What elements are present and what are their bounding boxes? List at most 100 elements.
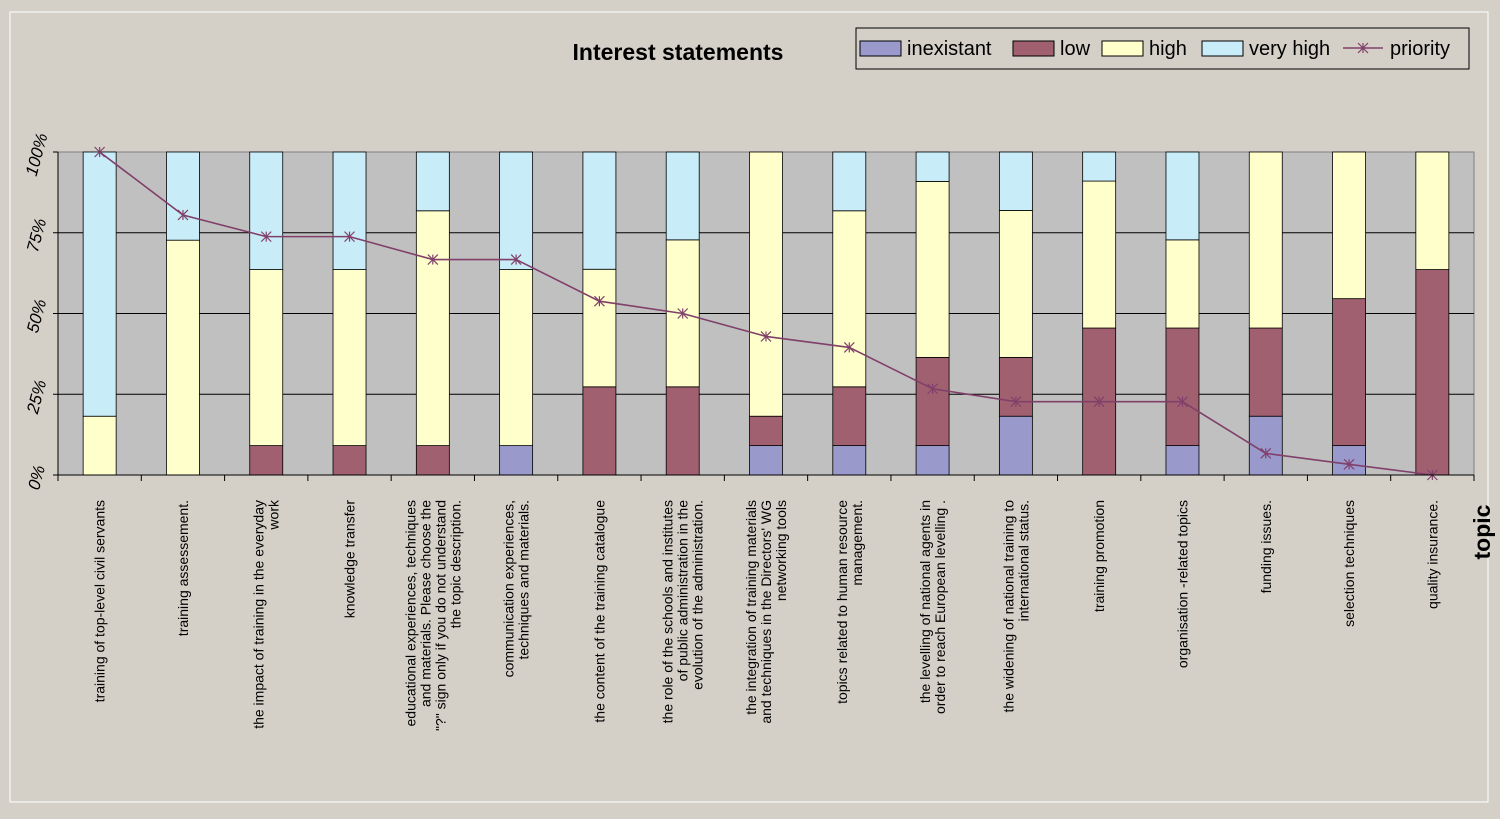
priority-marker [260, 231, 272, 243]
x-tick-label-group: training of top-level civil servants [92, 500, 108, 702]
bars [82, 151, 1450, 476]
bar-high [832, 210, 867, 388]
x-tick-label-group: training assessement. [175, 500, 191, 636]
priority-marker [1010, 396, 1022, 408]
x-tick-label: the impact of training in the everyday [251, 500, 267, 729]
bar-very-high [499, 151, 534, 270]
bar-high [1165, 239, 1200, 329]
bar-inexistant [1165, 445, 1200, 476]
bar-low [1165, 327, 1200, 447]
legend: inexistant low high very high priority [855, 27, 1470, 70]
bar-low [998, 357, 1033, 417]
chart-title: Interest statements [573, 39, 784, 65]
x-tick-label-group: the content of the training catalogue [591, 500, 607, 723]
x-tick-label: selection techniques [1341, 500, 1357, 627]
bar-high [998, 210, 1033, 358]
bar-very-high [1165, 151, 1200, 241]
bar-low [665, 386, 700, 476]
x-tick-label: techniques and materials. [516, 500, 532, 660]
bar-very-high [166, 151, 200, 241]
x-tick-label: the widening of national training to [1000, 500, 1016, 713]
axes: 0%25%50%75%100%training of top-level civ… [22, 131, 1475, 731]
priority-line [94, 146, 1438, 481]
bar-high [249, 269, 284, 447]
x-tick-label-group: knowledge transfer [342, 500, 358, 619]
x-tick-label: funding issues. [1258, 500, 1274, 593]
x-tick-label-group: training promotion [1091, 500, 1107, 612]
bar-very-high [915, 151, 950, 182]
x-tick-label: work [266, 499, 282, 531]
priority-marker [1343, 458, 1355, 470]
bar-high [82, 415, 117, 476]
x-tick-label: and techniques in the Directors' WG [758, 500, 774, 724]
bar-very-high [832, 151, 867, 212]
x-tick-label-group: the levelling of national agents in order… [917, 500, 948, 714]
bar-inexistant [832, 445, 867, 476]
bar-inexistant [998, 415, 1033, 476]
x-tick-label-group: selection techniques [1341, 500, 1357, 627]
bar-high [499, 269, 534, 447]
bar-high [332, 269, 367, 447]
bar-low [832, 386, 867, 447]
priority-marker [927, 383, 939, 395]
x-tick-label: evolution of the administration. [690, 500, 706, 690]
bar-high [582, 268, 617, 388]
bar-very-high [665, 151, 700, 241]
x-tick-label: quality insurance. [1424, 500, 1440, 609]
priority-marker [344, 231, 355, 243]
x-tick-label-group: the role of the schools and institutes of… [660, 500, 706, 724]
x-tick-label-group: educational experiences, techniques and m… [402, 500, 463, 731]
x-tick-label: educational experiences, techniques [402, 500, 418, 727]
legend-label: priority [1390, 38, 1450, 60]
legend-swatch [1012, 40, 1055, 57]
bar-very-high [415, 151, 450, 212]
bar-very-high [82, 151, 117, 417]
x-tick-label: of public administration in the [675, 500, 691, 682]
x-tick-label: order to reach European levelling . [932, 500, 948, 714]
x-tick-label: topics related to human resource [834, 500, 850, 704]
bar-high [915, 180, 950, 358]
x-tick-label: the topic description. [447, 500, 463, 628]
x-tick-label: networking tools [773, 500, 789, 601]
priority-marker [510, 254, 522, 265]
legend-label: very high [1249, 38, 1330, 60]
bar-high [166, 239, 200, 476]
x-tick-label: the content of the training catalogue [591, 500, 607, 723]
x-tick-label: management. [849, 500, 865, 586]
x-tick-label: international status. [1015, 500, 1031, 621]
bar-inexistant [1248, 415, 1283, 476]
x-tick-label: training of top-level civil servants [92, 500, 108, 702]
x-tick-label-group: quality insurance. [1424, 500, 1440, 609]
bar-high [1415, 151, 1450, 270]
x-tick-label-group: the integration of training materials and… [743, 500, 789, 724]
x-tick-label-group: communication experiences, techniques and… [501, 500, 532, 677]
x-tick-label-group: topics related to human resource manageme… [834, 500, 865, 704]
bar-inexistant [749, 445, 783, 476]
x-tick-label-group: funding issues. [1258, 500, 1274, 593]
priority-marker [427, 254, 439, 265]
x-tick-label-group: the impact of training in the everyday wo… [251, 499, 282, 729]
bar-low [1248, 327, 1283, 417]
bar-high [749, 151, 783, 417]
priority-marker [177, 209, 189, 221]
legend-label: low [1060, 38, 1091, 60]
priority-marker [760, 331, 772, 342]
x-tick-label: knowledge transfer [342, 500, 358, 619]
x-tick-label: training assessement. [175, 500, 191, 636]
x-tick-label: organisation -related topics [1174, 500, 1190, 668]
priority-marker [593, 295, 605, 307]
legend-label: inexistant [907, 38, 992, 60]
priority-marker [677, 308, 689, 319]
x-tick-label: and materials. Please choose the [417, 500, 433, 707]
bar-low [1332, 298, 1366, 447]
bar-low [415, 445, 450, 476]
x-tick-label: the role of the schools and institutes [660, 500, 676, 723]
priority-marker [94, 146, 106, 158]
x-tick-label: the levelling of national agents in [917, 500, 933, 703]
legend-swatch [859, 40, 902, 57]
bar-low [915, 357, 950, 447]
x-tick-label: training promotion [1091, 500, 1107, 612]
priority-marker [1177, 396, 1188, 408]
